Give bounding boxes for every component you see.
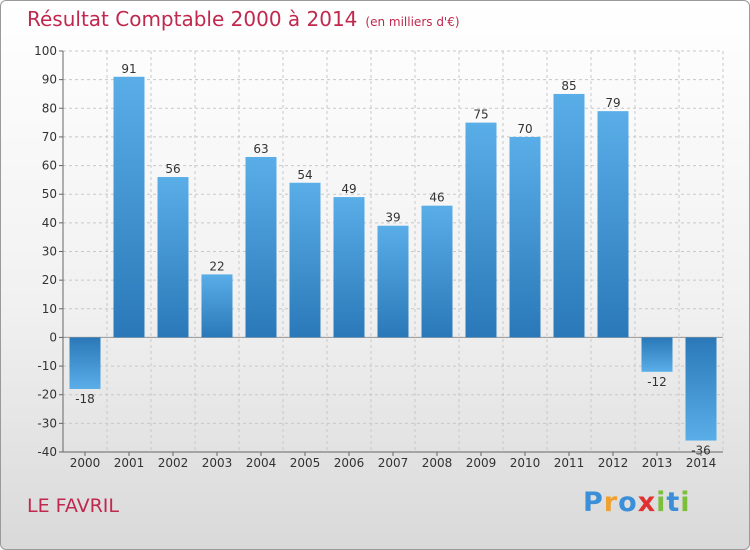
bar-2009 — [465, 122, 497, 338]
logo-letter: r — [603, 487, 619, 518]
value-label-2012: 79 — [605, 96, 620, 110]
x-tick-label-2012: 2012 — [598, 456, 629, 470]
y-tick-label: 10 — [42, 302, 57, 316]
value-label-2004: 63 — [253, 142, 268, 156]
town-name: LE FAVRIL — [27, 495, 119, 517]
value-label-2005: 54 — [297, 168, 312, 182]
chart-subtitle: (en milliers d'€) — [365, 15, 460, 29]
value-label-2002: 56 — [165, 162, 180, 176]
value-label-2001: 91 — [121, 62, 136, 76]
value-label-2014: -36 — [691, 444, 711, 458]
value-label-2010: 70 — [517, 122, 532, 136]
y-tick-label: 20 — [42, 273, 57, 287]
y-tick-label: 90 — [42, 73, 57, 87]
x-tick-label-2010: 2010 — [510, 456, 541, 470]
x-tick-label-2013: 2013 — [642, 456, 673, 470]
x-tick-label-2014: 2014 — [686, 456, 717, 470]
value-label-2013: -12 — [647, 375, 667, 389]
bar-2002 — [157, 177, 189, 338]
y-tick-label: 80 — [42, 101, 57, 115]
logo-letter: t — [666, 487, 681, 518]
y-tick-label: -30 — [37, 416, 57, 430]
bar-2007 — [377, 225, 409, 338]
x-tick-label-2002: 2002 — [158, 456, 189, 470]
bar-2005 — [289, 182, 321, 338]
bar-2012 — [597, 111, 629, 338]
x-tick-label-2009: 2009 — [466, 456, 497, 470]
y-tick-label: 50 — [42, 187, 57, 201]
logo-letter: P — [583, 487, 604, 518]
y-tick-label: 0 — [49, 330, 57, 344]
value-label-2008: 46 — [429, 191, 444, 205]
x-tick-label-2001: 2001 — [114, 456, 145, 470]
value-label-2006: 49 — [341, 182, 356, 196]
y-tick-label: 30 — [42, 245, 57, 259]
y-tick-label: -40 — [37, 445, 57, 459]
y-tick-label: -20 — [37, 388, 57, 402]
logo-letter: i — [680, 487, 691, 518]
logo-letter: i — [656, 487, 667, 518]
x-tick-label-2004: 2004 — [246, 456, 277, 470]
value-label-2007: 39 — [385, 211, 400, 225]
bar-2003 — [201, 274, 233, 338]
bar-layer — [69, 76, 717, 441]
bar-2001 — [113, 76, 145, 338]
y-tick-label: 60 — [42, 159, 57, 173]
value-label-2003: 22 — [209, 259, 224, 273]
x-tick-label-2007: 2007 — [378, 456, 409, 470]
x-tick-label-2003: 2003 — [202, 456, 233, 470]
bar-2013 — [641, 337, 673, 372]
x-tick-label-2008: 2008 — [422, 456, 453, 470]
bar-2014 — [685, 337, 717, 441]
axis-layer: -40 -30 -20 -10 0 10 20 30 40 50 60 70 80 90 100 -18 200… — [34, 44, 723, 470]
value-label-2009: 75 — [473, 108, 488, 122]
chart-title: Résultat Comptable 2000 à 2014 (en millie… — [27, 7, 460, 31]
x-tick-label-2005: 2005 — [290, 456, 321, 470]
y-tick-label: 100 — [34, 44, 57, 58]
y-tick-label: 40 — [42, 216, 57, 230]
value-label-2011: 85 — [561, 79, 576, 93]
x-tick-label-2000: 2000 — [70, 456, 101, 470]
y-tick-label: 70 — [42, 130, 57, 144]
bar-2006 — [333, 197, 365, 338]
x-tick-label-2006: 2006 — [334, 456, 365, 470]
bar-2000 — [69, 337, 101, 389]
proxiti-logo: Proxiti — [583, 487, 691, 518]
logo-letter: o — [618, 487, 638, 518]
bar-2010 — [509, 136, 541, 338]
value-label-2000: -18 — [75, 392, 95, 406]
x-tick-label-2011: 2011 — [554, 456, 585, 470]
bar-2004 — [245, 156, 277, 338]
y-tick-label: -10 — [37, 359, 57, 373]
bar-2011 — [553, 93, 585, 338]
logo-letter: x — [637, 487, 657, 518]
bar-2008 — [421, 205, 453, 338]
